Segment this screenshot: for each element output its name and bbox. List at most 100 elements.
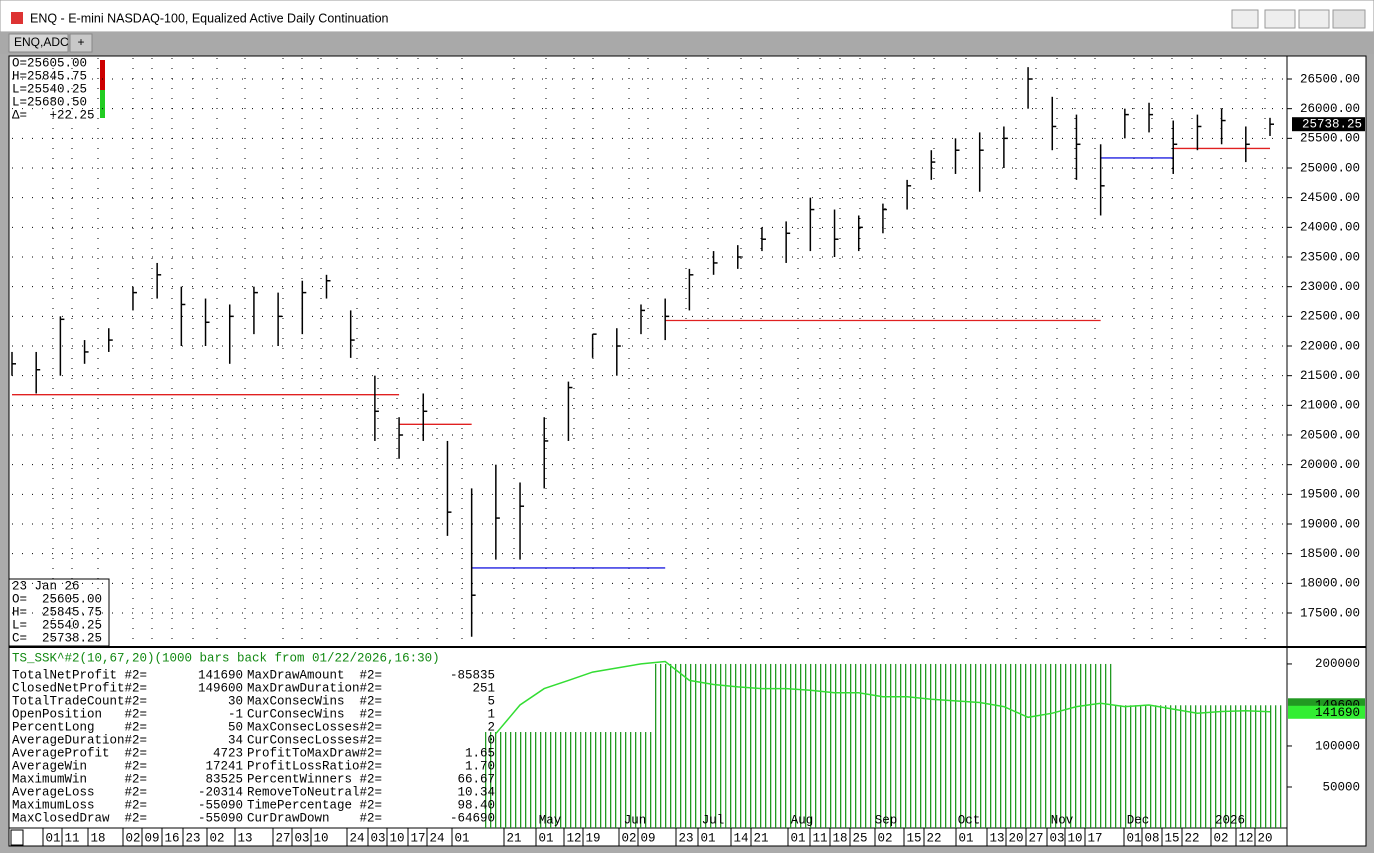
x-tick-label: 01	[700, 831, 715, 845]
closed-profit-bar	[749, 663, 775, 828]
x-tick-label: 22	[1184, 831, 1199, 845]
closed-profit-bar	[508, 732, 533, 828]
closed-profit-bar	[1161, 705, 1186, 828]
closed-profit-bar	[483, 732, 509, 828]
stat-value: 50	[228, 720, 243, 734]
stat-label: MaxDrawDuration#2=	[247, 681, 382, 695]
y-tick-label: 18500.00	[1300, 547, 1360, 561]
x-tick-label: 17	[1087, 831, 1102, 845]
x-tick-label: 23	[678, 831, 693, 845]
x-tick-label: 22	[926, 831, 941, 845]
stat-label: MaxConsecLosses#2=	[247, 720, 382, 734]
stat-label: MaxDrawAmount #2=	[247, 668, 382, 682]
bar-info-line: O= 25605.00	[12, 592, 102, 606]
symbol-tab[interactable]	[8, 33, 69, 53]
stat-label: ClosedNetProfit#2=	[12, 681, 147, 695]
closed-profit-bar	[1112, 705, 1138, 828]
y-tick-label: 21500.00	[1300, 369, 1360, 383]
stat-label: AverageLoss #2=	[12, 785, 147, 799]
x-tick-label: 19	[585, 831, 600, 845]
closed-profit-bar	[895, 663, 920, 828]
x-tick-label: 01	[1126, 831, 1141, 845]
total-label-box	[1288, 705, 1365, 719]
closed-profit-bar	[1016, 663, 1041, 828]
stat-value: 17241	[205, 759, 243, 773]
closed-profit-bar	[846, 663, 871, 828]
readout-line: Δ= +22.25	[12, 108, 95, 122]
bar-info-box	[8, 578, 110, 647]
x-tick-label: 02	[877, 831, 892, 845]
y-tick-label: 23500.00	[1300, 250, 1360, 264]
x-tick-label: 02	[1213, 831, 1228, 845]
stat-label: MaxConsecWins #2=	[247, 694, 382, 708]
stat-value: 34	[228, 733, 243, 747]
tab-bar	[0, 32, 1374, 54]
stat-label: ProfitToMaxDraw#2=	[247, 746, 382, 760]
closed-profit-bar	[532, 732, 557, 828]
y-tick-label: 26500.00	[1300, 72, 1360, 86]
stat-label: PercentLong #2=	[12, 720, 147, 734]
scroll-handle[interactable]	[10, 829, 24, 846]
stat-value: 83525	[205, 772, 243, 786]
x-tick-label: 01	[45, 831, 60, 845]
x-tick-label: 01	[454, 831, 469, 845]
closed-profit-bar	[1040, 663, 1065, 828]
closed-profit-bar	[629, 732, 654, 828]
x-tick-label: 02	[209, 831, 224, 845]
x-tick-label: 01	[958, 831, 973, 845]
x-tick-label: 13	[237, 831, 252, 845]
x-tick-label: 03	[370, 831, 385, 845]
stat-value: 251	[472, 681, 495, 695]
last-price-label: 25738.25	[1302, 118, 1362, 132]
stat-value: 149600	[198, 681, 243, 695]
month-label: 2026	[1215, 813, 1245, 827]
x-tick-label: 08	[1144, 831, 1159, 845]
link-button[interactable]	[1231, 9, 1259, 29]
stat-value: 2	[487, 720, 495, 734]
closed-profit-bar	[774, 663, 799, 828]
y-tick-label: 22000.00	[1300, 339, 1360, 353]
bar-info-line: L= 25540.25	[12, 618, 102, 632]
readout-line: L=25680.50	[12, 95, 87, 109]
minimize-button[interactable]	[1264, 9, 1296, 29]
closed-profit-bar	[604, 732, 629, 828]
closed-profit-bar	[1258, 705, 1283, 828]
month-label: Oct	[958, 813, 981, 827]
close-button[interactable]	[1332, 9, 1366, 29]
y-tick-label: 24500.00	[1300, 191, 1360, 205]
readout-line: H=25845.75	[12, 69, 87, 83]
x-tick-label: 03	[1049, 831, 1064, 845]
x-tick-label: 18	[832, 831, 847, 845]
y-tick-label: 25000.00	[1300, 161, 1360, 175]
x-tick-label: 09	[640, 831, 655, 845]
x-tick-label: 27	[1028, 831, 1043, 845]
indicator-label: TS_SSK^#2(10,67,20)(1000 bars back from …	[12, 651, 440, 665]
x-tick-label: 13	[989, 831, 1004, 845]
x-tick-label: 23	[185, 831, 200, 845]
closed-profit-bar	[701, 663, 726, 828]
x-tick-label: 21	[506, 831, 521, 845]
add-tab[interactable]	[69, 33, 93, 53]
readout-line: L=25540.25	[12, 82, 87, 96]
stat-label: TimePercentage #2=	[247, 798, 382, 812]
stat-label: AverageDuration#2=	[12, 733, 147, 747]
closed-profit-bar	[967, 663, 992, 828]
stat-value: 30	[228, 694, 243, 708]
stat-value: 5	[487, 694, 495, 708]
stat-value: -20314	[198, 785, 243, 799]
stat-value: -55090	[198, 798, 243, 812]
x-tick-label: 17	[410, 831, 425, 845]
x-tick-label: 09	[144, 831, 159, 845]
x-tick-label: 15	[906, 831, 921, 845]
closed-profit-bar	[1233, 705, 1258, 828]
stat-label: PercentWinners #2=	[247, 772, 382, 786]
month-label: Dec	[1127, 813, 1150, 827]
x-tick-label: 18	[90, 831, 105, 845]
readout-line: O=25605.00	[12, 56, 87, 70]
stat-label: OpenPosition #2=	[12, 707, 147, 721]
y-tick-label: 19000.00	[1300, 517, 1360, 531]
maximize-button[interactable]	[1298, 9, 1330, 29]
stat-value: -85835	[450, 668, 495, 682]
stat-label: CurConsecWins #2=	[247, 707, 382, 721]
